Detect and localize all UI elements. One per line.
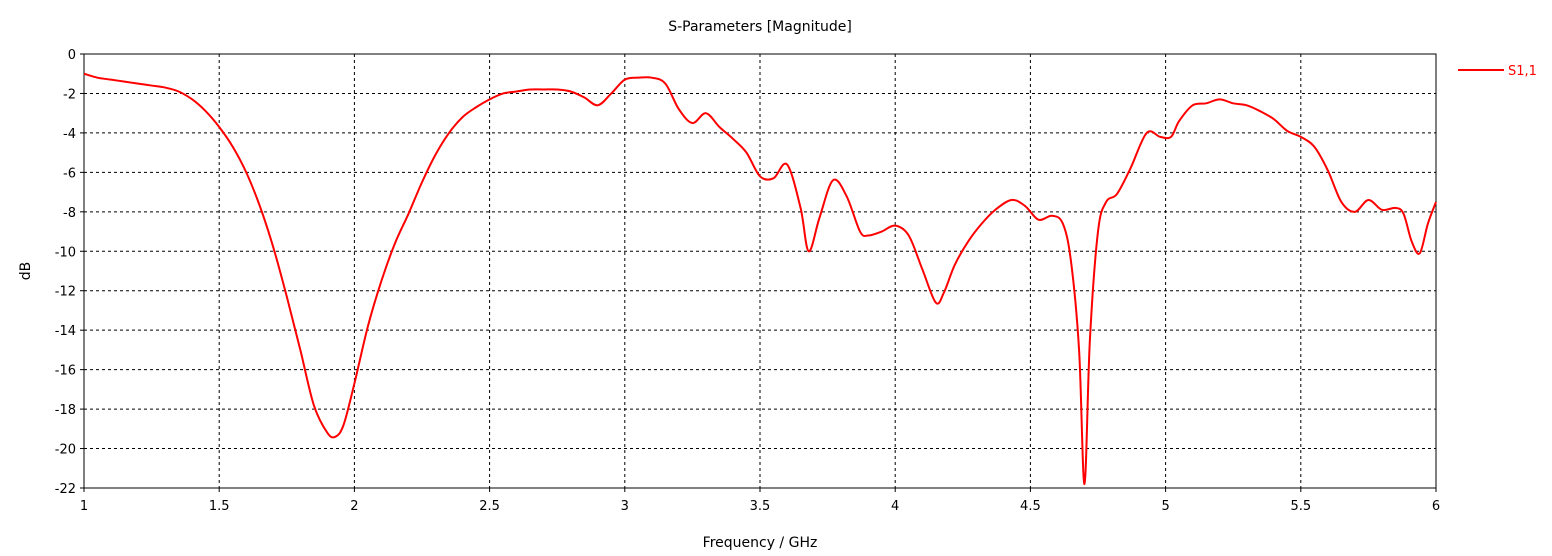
x-tick-label: 2: [350, 499, 358, 514]
x-tick-label: 4.5: [1020, 499, 1041, 514]
y-tick-label: -12: [55, 285, 76, 300]
y-tick-label: -16: [55, 364, 76, 379]
x-tick-label: 5.5: [1290, 499, 1311, 514]
y-tick-label: -10: [55, 245, 76, 260]
x-tick-label: 1: [80, 499, 88, 514]
grid-lines: [84, 54, 1436, 488]
x-tick-label: 4: [891, 499, 899, 514]
x-tick-label: 5: [1161, 499, 1169, 514]
y-tick-label: -6: [63, 166, 76, 181]
y-tick-label: -22: [55, 482, 76, 497]
chart-title: S-Parameters [Magnitude]: [668, 19, 852, 35]
y-tick-label: -2: [63, 87, 76, 102]
series-line-s11: [83, 72, 1437, 486]
y-axis-label: dB: [18, 262, 34, 281]
x-tick-label: 3: [621, 499, 629, 514]
x-tick-label: 6: [1432, 499, 1440, 514]
y-axis-ticks: 0 -2 -4 -6 -8 -10 -12 -14 -16 -18 -20 -22: [55, 48, 84, 497]
y-tick-label: -18: [55, 403, 76, 418]
legend-label-s11: S1,1: [1508, 64, 1537, 79]
x-tick-label: 1.5: [209, 499, 230, 514]
y-tick-label: -8: [63, 206, 76, 221]
y-tick-label: -14: [55, 324, 76, 339]
x-tick-label: 2.5: [479, 499, 500, 514]
y-tick-label: -20: [55, 443, 76, 458]
x-axis-label: Frequency / GHz: [703, 535, 818, 551]
x-axis-ticks: 1 1.5 2 2.5 3 3.5 4 4.5 5 5.5 6: [80, 488, 1440, 514]
y-tick-label: -4: [63, 127, 76, 142]
x-tick-label: 3.5: [750, 499, 771, 514]
legend: S1,1: [1458, 64, 1537, 79]
y-tick-label: 0: [68, 48, 76, 63]
